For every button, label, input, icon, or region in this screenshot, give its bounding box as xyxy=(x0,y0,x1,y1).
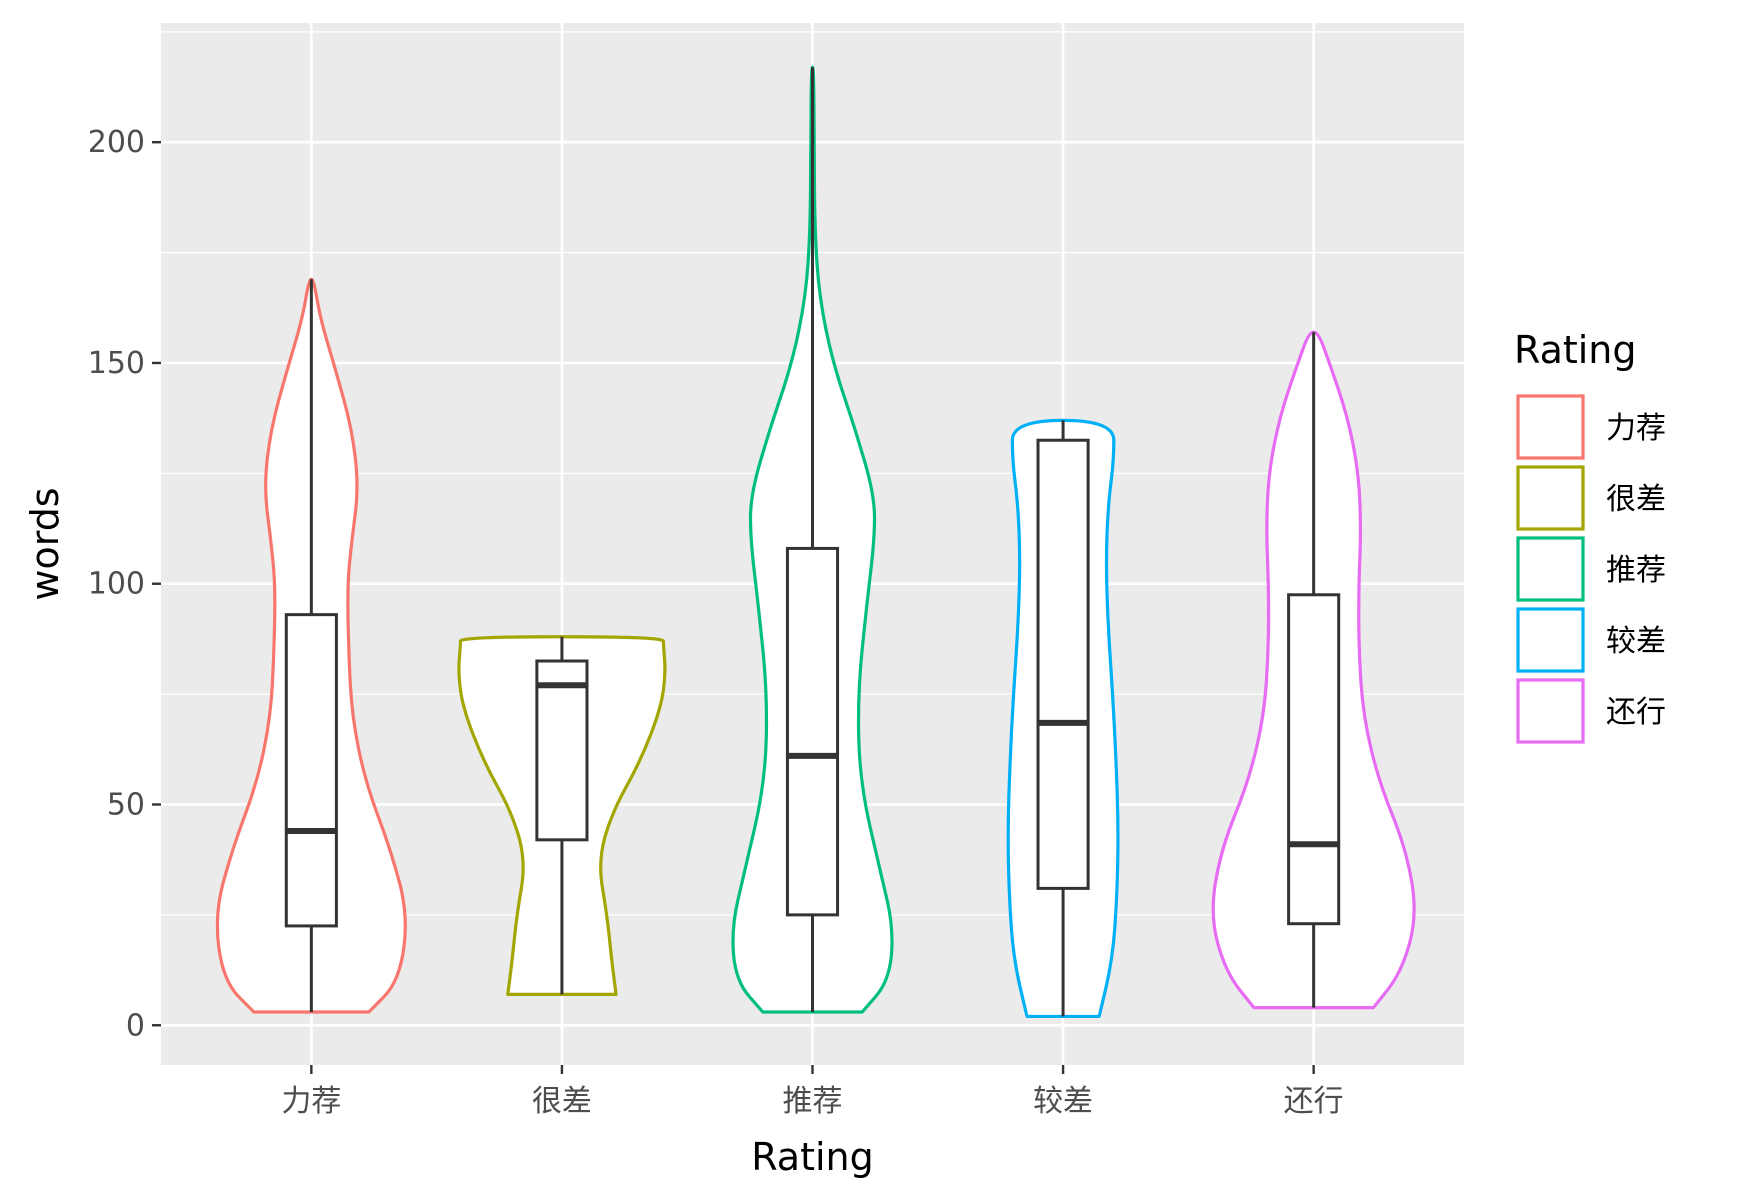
y-tick-label: 50 xyxy=(107,788,145,823)
y-tick-label: 150 xyxy=(88,346,145,381)
box xyxy=(284,613,338,928)
legend-label: 推荐 xyxy=(1606,553,1666,588)
boxplots xyxy=(284,67,1341,1017)
box xyxy=(535,659,589,842)
box xyxy=(785,546,840,917)
legend-key xyxy=(1516,394,1585,460)
y-axis: 0 50 100 150 200 xyxy=(88,125,161,1043)
x-tick-label: 很差 xyxy=(532,1084,592,1119)
x-tick-label: 力荐 xyxy=(281,1084,341,1119)
box xyxy=(1287,593,1341,926)
box xyxy=(1036,438,1090,890)
legend-key xyxy=(1516,465,1585,531)
y-tick-label: 0 xyxy=(126,1008,145,1043)
legend-label: 很差 xyxy=(1606,482,1666,517)
legend-key xyxy=(1516,678,1585,744)
y-tick-label: 200 xyxy=(88,125,145,160)
legend-label: 力荐 xyxy=(1606,411,1666,446)
plot-panel xyxy=(161,23,1464,1065)
legend-label: 较差 xyxy=(1606,624,1666,659)
legend-label: 还行 xyxy=(1606,695,1666,730)
x-tick-label: 较差 xyxy=(1033,1084,1093,1119)
y-tick-label: 100 xyxy=(88,567,145,602)
y-axis-title: words xyxy=(23,487,67,600)
x-axis-title: Rating xyxy=(751,1135,874,1179)
x-axis: 力荐 很差 推荐 较差 还行 xyxy=(281,1065,1344,1119)
x-tick-label: 推荐 xyxy=(783,1084,843,1119)
x-tick-label: 还行 xyxy=(1284,1084,1344,1119)
legend-key xyxy=(1516,607,1585,673)
legend-title: Rating xyxy=(1514,328,1637,372)
legend-key xyxy=(1516,536,1585,602)
